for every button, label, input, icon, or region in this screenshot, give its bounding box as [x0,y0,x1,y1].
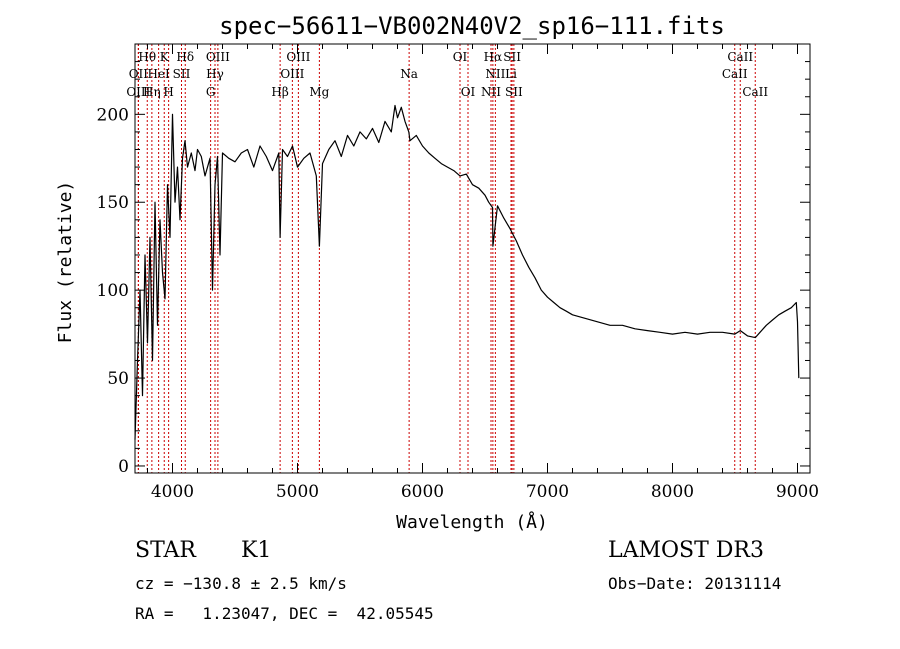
x-tick-label: 7000 [526,482,569,502]
spectral-line-label: Hδ [176,50,194,64]
spectrum-series [134,104,800,440]
spectral-line-label: SII [503,50,521,64]
coordinates-readout: RA = 1.23047, DEC = 42.05545 [135,604,434,623]
object-subclass: K1 [241,538,272,563]
obs-date: Obs−Date: 20131114 [608,574,782,593]
spectral-line-markers [137,44,756,473]
y-tick-label: 0 [118,457,129,477]
spectral-line-label: Li [505,67,517,81]
x-axis-title: Wavelength (Å) [396,511,548,533]
spectral-line-label: Hγ [206,67,224,81]
spectral-line-label: H [163,85,173,99]
spectral-line-label: OIII [126,85,150,99]
spectral-line-label: Hβ [271,85,288,99]
spectral-line-label: HeI [147,67,170,81]
spectral-line-label: CaII [742,85,768,99]
redshift-readout: cz = −130.8 ± 2.5 km/s [135,574,347,593]
y-tick-label: 50 [107,369,129,389]
spectral-line-label: OIII [280,67,304,81]
spectral-line-label: G [206,85,216,99]
spectral-line-label: Hθ [138,50,156,64]
x-tick-label: 8000 [651,482,694,502]
spectral-line-label: OIII [206,50,230,64]
spectral-line-label: NII [485,67,505,81]
x-tick-label: 9000 [776,482,819,502]
spectral-line-label: CaII [727,50,753,64]
chart-title: spec−56611−VB002N40V2_sp16−111.fits [219,12,725,40]
y-tick-label: 100 [97,281,129,301]
x-tick-label: 5000 [276,482,319,502]
spectral-line-labels: Hθ OII OIII K HeI Hη H Hδ SII OIII Hγ G Hβ OIII OIII Mg… [126,50,768,99]
spectral-line-label: NII [481,85,501,99]
spectral-line-label: Hη [143,85,161,99]
spectral-line-label: SII [173,67,191,81]
spectrum-line [134,104,800,440]
plot-frame [134,43,811,474]
object-class: STAR [135,538,196,563]
axis-ticks: 4000 5000 6000 7000 8000 9000 0 50 100 150 200 [97,44,819,502]
spectral-line-label: OIII [286,50,310,64]
survey-label: LAMOST DR3 [608,538,764,563]
y-tick-label: 200 [97,105,129,125]
spectral-line-label: Na [400,67,418,81]
spectral-line-label: OI [461,85,476,99]
spectral-line-label: Hα [484,50,503,64]
y-axis-title: Flux (relative) [55,181,76,344]
spectral-line-label: OI [453,50,468,64]
x-tick-label: 4000 [151,482,194,502]
spectral-line-label: OII [129,67,149,81]
spectral-line-label: Mg [309,85,329,99]
x-tick-label: 6000 [401,482,444,502]
y-tick-label: 150 [97,193,129,213]
spectral-line-label: SII [505,85,523,99]
spectral-line-label: CaII [722,67,748,81]
spectral-line-label: K [160,50,170,64]
